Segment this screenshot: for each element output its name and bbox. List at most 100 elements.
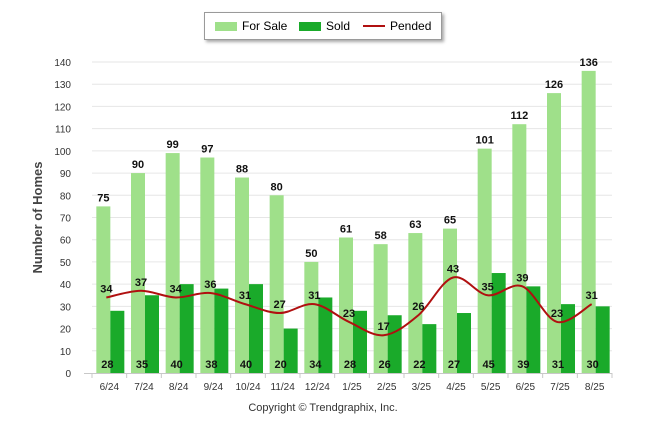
- sold-swatch: [299, 21, 321, 31]
- bar-sold: [110, 310, 125, 373]
- label-sold: 20: [275, 359, 287, 371]
- label-for-sale: 90: [132, 159, 144, 171]
- legend-label-for-sale: For Sale: [242, 19, 288, 33]
- label-sold: 39: [517, 359, 529, 371]
- label-pended: 27: [274, 299, 286, 311]
- label-pended: 35: [482, 281, 494, 293]
- x-tick-label: 11/24: [271, 382, 296, 393]
- y-tick-label: 80: [60, 191, 72, 202]
- bar-for-sale: [477, 148, 492, 373]
- x-tick-label: 5/25: [481, 382, 501, 393]
- bar-for-sale: [200, 157, 215, 373]
- label-for-sale: 80: [271, 181, 283, 193]
- x-tick-label: 4/25: [446, 382, 466, 393]
- y-tick-label: 110: [55, 125, 71, 136]
- label-pended: 39: [516, 272, 528, 284]
- bar-for-sale: [131, 173, 145, 373]
- bar-for-sale: [547, 93, 561, 373]
- bar-for-sale: [165, 153, 180, 373]
- label-for-sale: 50: [305, 248, 317, 260]
- bar-for-sale: [96, 206, 111, 373]
- y-tick-label: 0: [65, 369, 71, 380]
- label-sold: 40: [240, 359, 252, 371]
- y-tick-label: 120: [54, 102, 71, 113]
- label-pended: 26: [412, 301, 424, 313]
- label-sold: 30: [587, 359, 599, 371]
- pended-line: [106, 276, 593, 337]
- label-pended: 17: [378, 321, 390, 333]
- bar-sold: [283, 328, 298, 373]
- y-tick-label: 130: [54, 80, 71, 91]
- label-pended: 31: [239, 290, 251, 302]
- bar-for-sale: [443, 228, 457, 373]
- label-for-sale: 97: [201, 144, 213, 156]
- bar-sold: [179, 284, 194, 373]
- bar-for-sale: [339, 237, 353, 373]
- bar-sold: [595, 306, 610, 373]
- legend-item-for-sale: For Sale: [215, 19, 287, 33]
- label-for-sale: 99: [167, 139, 179, 151]
- label-sold: 40: [171, 359, 183, 371]
- label-sold: 28: [101, 359, 113, 371]
- bar-for-sale: [512, 124, 527, 373]
- bar-sold: [422, 324, 437, 373]
- bar-sold: [491, 273, 506, 373]
- y-tick-label: 20: [60, 325, 72, 336]
- legend-item-pended: Pended: [363, 19, 431, 33]
- x-tick-label: 12/24: [305, 382, 330, 393]
- label-pended: 31: [586, 290, 598, 302]
- x-tick-label: 9/24: [204, 382, 224, 393]
- bar-for-sale: [235, 177, 249, 373]
- label-for-sale: 112: [510, 110, 528, 122]
- x-tick-label: 7/25: [550, 382, 570, 393]
- y-tick-label: 90: [60, 169, 72, 180]
- copyright-footer: Copyright © Trendgraphix, Inc.: [248, 402, 398, 414]
- label-sold: 27: [448, 359, 460, 371]
- label-sold: 31: [552, 359, 564, 371]
- bar-for-sale: [373, 244, 388, 373]
- bar-sold: [214, 288, 229, 373]
- label-sold: 38: [205, 359, 217, 371]
- x-tick-label: 10/24: [235, 382, 260, 393]
- x-tick-label: 8/24: [169, 382, 189, 393]
- label-pended: 34: [100, 283, 113, 295]
- label-pended: 37: [135, 277, 147, 289]
- label-sold: 35: [136, 359, 148, 371]
- x-tick-label: 7/24: [134, 382, 154, 393]
- data-labels: 75 28 34 90 35 37 99 40 34 97 38 36 88 40 31 80 20 27 50 34…: [97, 57, 599, 371]
- label-sold: 26: [379, 359, 391, 371]
- x-tick-label: 6/24: [100, 382, 120, 393]
- pended-line-layer: [106, 276, 593, 337]
- legend-label-pended: Pended: [390, 19, 432, 33]
- y-tick-label: 60: [60, 236, 72, 247]
- x-tick-label: 1/25: [342, 382, 362, 393]
- y-tick-label: 140: [54, 58, 71, 69]
- x-tick-label: 3/25: [412, 382, 432, 393]
- axes: 0 10 20 30 40 50 60 70 80 90 100 110 120 130 140 Number…: [30, 58, 613, 393]
- y-axis-title: Number of Homes: [30, 162, 45, 274]
- label-pended: 43: [447, 263, 459, 275]
- bar-for-sale: [269, 195, 284, 373]
- x-tick-label: 2/25: [377, 382, 397, 393]
- label-for-sale: 61: [340, 223, 352, 235]
- label-pended: 34: [170, 283, 183, 295]
- bars: [96, 70, 610, 373]
- bar-sold: [145, 295, 159, 373]
- bar-sold: [457, 313, 471, 373]
- for-sale-swatch: [215, 21, 237, 31]
- y-tick-label: 40: [60, 280, 72, 291]
- x-tick-label: 6/25: [516, 382, 536, 393]
- y-tick-label: 10: [60, 347, 72, 358]
- legend-label-sold: Sold: [326, 19, 351, 33]
- label-for-sale: 136: [579, 57, 597, 69]
- label-for-sale: 88: [236, 164, 248, 176]
- label-sold: 28: [344, 359, 356, 371]
- legend-item-sold: Sold: [299, 19, 350, 33]
- label-sold: 34: [309, 359, 322, 371]
- label-pended: 23: [551, 308, 563, 320]
- bar-for-sale: [581, 70, 596, 373]
- bar-sold: [318, 297, 333, 373]
- label-pended: 23: [343, 308, 355, 320]
- label-for-sale: 63: [409, 219, 421, 231]
